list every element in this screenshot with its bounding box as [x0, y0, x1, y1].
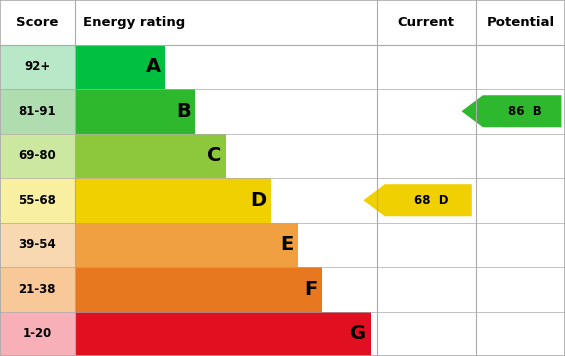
- Text: B: B: [176, 102, 191, 121]
- Bar: [75, 134, 226, 178]
- Text: Potential: Potential: [486, 16, 554, 29]
- Bar: [377, 134, 476, 178]
- Text: 1-20: 1-20: [23, 327, 52, 340]
- Bar: [75, 222, 298, 267]
- Text: C: C: [207, 146, 221, 165]
- Text: 21-38: 21-38: [19, 283, 56, 296]
- Bar: [75, 44, 377, 89]
- Bar: [0, 134, 75, 178]
- Bar: [0, 312, 75, 356]
- Text: E: E: [280, 235, 294, 254]
- Bar: [476, 178, 565, 222]
- Bar: [0, 178, 75, 222]
- Bar: [75, 134, 377, 178]
- Bar: [75, 222, 377, 267]
- Bar: [75, 178, 271, 222]
- Bar: [377, 178, 476, 222]
- Polygon shape: [363, 184, 472, 216]
- Bar: [0, 222, 75, 267]
- Text: Current: Current: [398, 16, 455, 29]
- Bar: [476, 44, 565, 89]
- Text: 69-80: 69-80: [19, 149, 56, 162]
- Bar: [377, 44, 476, 89]
- Bar: [75, 44, 165, 89]
- Text: Energy rating: Energy rating: [83, 16, 185, 29]
- Bar: [0, 44, 75, 89]
- Text: 55-68: 55-68: [18, 194, 56, 207]
- Text: 39-54: 39-54: [19, 238, 56, 251]
- Polygon shape: [462, 95, 562, 127]
- Text: F: F: [305, 280, 318, 299]
- Bar: [75, 267, 323, 312]
- Text: 92+: 92+: [24, 60, 50, 73]
- Bar: [0, 267, 75, 312]
- Bar: [0, 89, 75, 134]
- Text: 86  B: 86 B: [508, 105, 542, 118]
- Text: G: G: [350, 324, 366, 343]
- Bar: [377, 312, 476, 356]
- Bar: [0, 0, 565, 44]
- Text: D: D: [250, 191, 267, 210]
- Bar: [476, 267, 565, 312]
- Bar: [75, 89, 195, 134]
- Bar: [75, 178, 377, 222]
- Bar: [75, 89, 377, 134]
- Bar: [75, 267, 377, 312]
- Text: Score: Score: [16, 16, 59, 29]
- Bar: [377, 267, 476, 312]
- Text: A: A: [146, 57, 160, 76]
- Bar: [377, 89, 476, 134]
- Text: 81-91: 81-91: [19, 105, 56, 118]
- Bar: [75, 312, 377, 356]
- Bar: [476, 222, 565, 267]
- Bar: [75, 312, 371, 356]
- Bar: [476, 312, 565, 356]
- Bar: [377, 222, 476, 267]
- Text: 68  D: 68 D: [414, 194, 449, 207]
- Bar: [476, 89, 565, 134]
- Bar: [476, 134, 565, 178]
